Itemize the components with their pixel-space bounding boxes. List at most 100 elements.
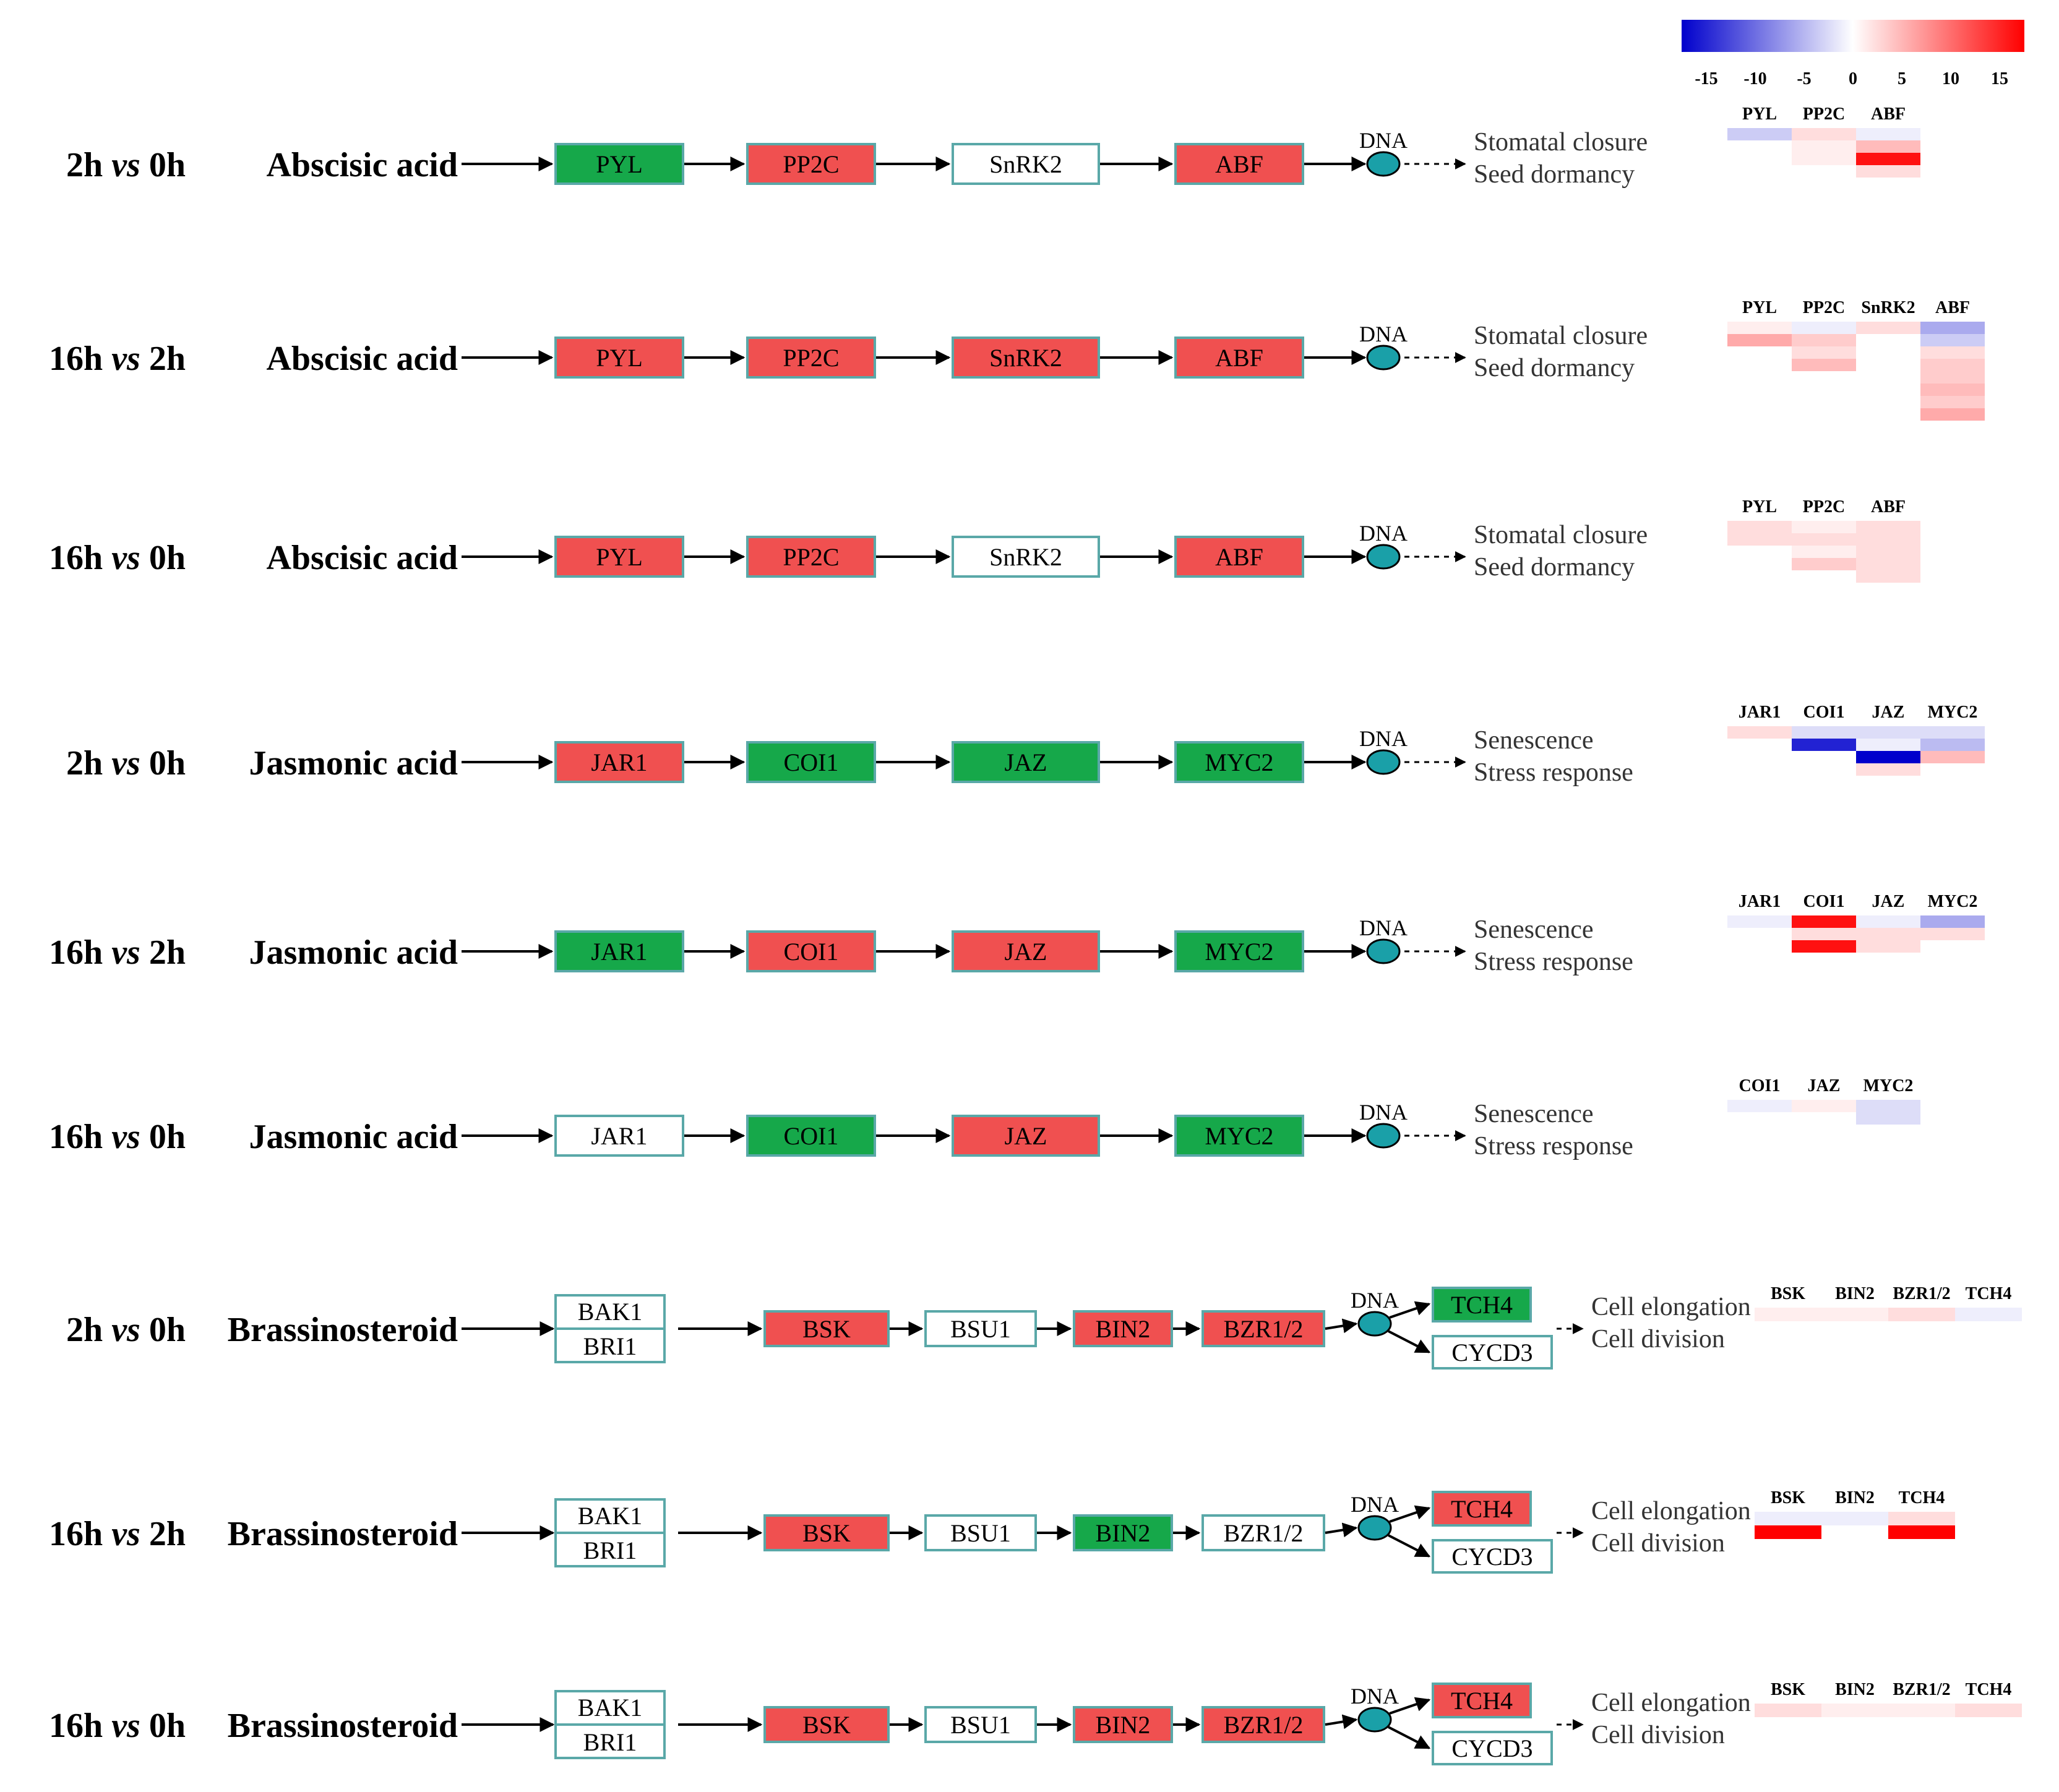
gene-bsk: BSK (763, 1310, 890, 1347)
gene-coi1-label: COI1 (784, 748, 839, 776)
hormone-label: Abscisic acid (266, 146, 458, 184)
heatmap-column-label: MYC2 (1928, 703, 1978, 722)
gene-bin2-label: BIN2 (1096, 1519, 1151, 1547)
heatmap-cell (1821, 1704, 1888, 1717)
target-tch4-label: TCH4 (1451, 1291, 1513, 1319)
gene-pyl-label: PYL (596, 150, 643, 178)
comparison-label: 16h vs 0h (49, 1118, 186, 1156)
gene-jar1: JAR1 (554, 741, 684, 783)
pathway-row: 16h vs 2h Abscisic acid PYL PP2C SnRK2 ABF DNA… (49, 298, 1985, 421)
target-cycd3-label: CYCD3 (1451, 1734, 1532, 1762)
heatmap-cell (1856, 1100, 1920, 1112)
heatmap-cell (1920, 384, 1985, 396)
gene-bin2-box (1073, 1310, 1173, 1347)
outcome-label: Senescence (1474, 915, 1594, 944)
outcome-label: Stomatal closure (1474, 128, 1648, 156)
gene-bzr1-2-label: BZR1/2 (1224, 1711, 1304, 1739)
receptor-bak1-label: BAK1 (578, 1298, 642, 1326)
comparison-label: 16h vs 0h (49, 1707, 186, 1745)
gene-jar1-label: JAR1 (591, 938, 647, 966)
outcome-label: Stress response (1474, 948, 1633, 976)
gene-myc2-label: MYC2 (1205, 1122, 1273, 1150)
heatmap-cell (1920, 334, 1985, 346)
heatmap-cell (1727, 521, 1792, 533)
heatmap: JAR1 COI1 JAZ MYC2 (1727, 892, 1985, 953)
heatmap-cell (1821, 1512, 1888, 1525)
heatmap-cell (1755, 1704, 1821, 1717)
gene-pp2c-label: PP2C (783, 150, 839, 178)
heatmap-column-label: BSK (1771, 1680, 1805, 1699)
gene-snrk2-label: SnRK2 (989, 150, 1062, 178)
heatmap-cell (1792, 128, 1856, 140)
heatmap-column-label: PYL (1742, 298, 1777, 317)
gene-jaz-label: JAZ (1005, 1122, 1047, 1150)
heatmap-cell (1727, 334, 1792, 346)
heatmap-cell (1792, 533, 1856, 546)
heatmap-cell (1856, 763, 1920, 776)
dna-label: DNA (1359, 1100, 1408, 1125)
gene-bin2-box (1073, 1706, 1173, 1743)
target-tch4-box (1432, 1491, 1532, 1527)
comparison-time: 0h (140, 539, 186, 577)
target-tch4-box (1432, 1683, 1532, 1718)
comparison-time: 16h (49, 1707, 111, 1745)
heatmap-cell (1920, 371, 1985, 384)
comparison-label: 2h vs 0h (66, 744, 186, 782)
heatmap-cell (1856, 521, 1920, 533)
pathway-row: 16h vs 2h Brassinosteroid BAK1 BRI1 BSK BSU1 B… (49, 1488, 1955, 1574)
heatmap-cell (1856, 546, 1920, 558)
gene-snrk2: SnRK2 (952, 143, 1100, 185)
heatmap-cell (1856, 140, 1920, 153)
dna-arrow (1325, 1714, 1358, 1730)
receptor-complex: BAK1 BRI1 (554, 1498, 666, 1567)
gene-bzr1-2-box (1201, 1310, 1325, 1347)
heatmap: BSK BIN2 BZR1/2 TCH4 (1755, 1284, 2022, 1321)
target-tch4: TCH4 (1432, 1683, 1532, 1718)
target-cycd3-box (1432, 1539, 1553, 1574)
comparison-time: 16h (49, 933, 111, 972)
heatmap-column-label: ABF (1871, 497, 1906, 517)
gene-pp2c-box (746, 536, 876, 578)
gene-coi1: COI1 (746, 741, 876, 783)
target-cycd3: CYCD3 (1432, 1731, 1553, 1765)
gene-bsk-label: BSK (802, 1315, 851, 1343)
heatmap-cell (1856, 739, 1920, 751)
comparison-vs: vs (111, 744, 140, 782)
gene-bin2-label: BIN2 (1096, 1315, 1151, 1343)
gene-myc2-box (1174, 1115, 1304, 1157)
comparison-time: 16h (49, 1118, 111, 1156)
heatmap-cell (1792, 322, 1856, 334)
heatmap-column-label: MYC2 (1863, 1076, 1914, 1095)
heatmap-cell (1856, 928, 1920, 940)
heatmap-column-label: ABF (1871, 105, 1906, 124)
heatmap-cell (1755, 1308, 1821, 1321)
gene-bsu1: BSU1 (924, 1706, 1037, 1743)
comparison-time: 16h (49, 1515, 111, 1553)
dna-icon (1366, 544, 1401, 570)
heatmap-column-label: SnRK2 (1861, 298, 1915, 317)
gene-snrk2: SnRK2 (952, 337, 1100, 379)
outcome-label: Seed dormancy (1474, 354, 1635, 382)
heatmap-cell (1792, 940, 1856, 953)
gene-pp2c: PP2C (746, 337, 876, 379)
comparison-time: 0h (140, 744, 186, 782)
comparison-vs: vs (111, 933, 140, 972)
receptor-bak1-label: BAK1 (578, 1502, 642, 1530)
heatmap-cell (1792, 546, 1856, 558)
gene-snrk2: SnRK2 (952, 536, 1100, 578)
pathway-row: 16h vs 2h Jasmonic acid JAR1 COI1 JAZ MYC2 DNA… (49, 892, 1985, 976)
comparison-time: 16h (49, 340, 111, 378)
comparison-time: 2h (66, 1311, 111, 1349)
hormone-label: Brassinosteroid (228, 1311, 458, 1349)
heatmap-cell (1888, 1525, 1955, 1539)
heatmap: JAR1 COI1 JAZ MYC2 (1727, 703, 1985, 776)
target-cycd3: CYCD3 (1432, 1539, 1553, 1574)
gene-bsu1-box (924, 1310, 1037, 1347)
gene-jaz-box (952, 1115, 1100, 1157)
comparison-vs: vs (111, 1707, 140, 1745)
dna-label: DNA (1351, 1684, 1399, 1708)
heatmap-column-label: BIN2 (1835, 1488, 1875, 1507)
gene-snrk2-box (952, 536, 1100, 578)
outcome-label: Cell elongation (1591, 1497, 1751, 1525)
gene-jaz-box (952, 741, 1100, 783)
